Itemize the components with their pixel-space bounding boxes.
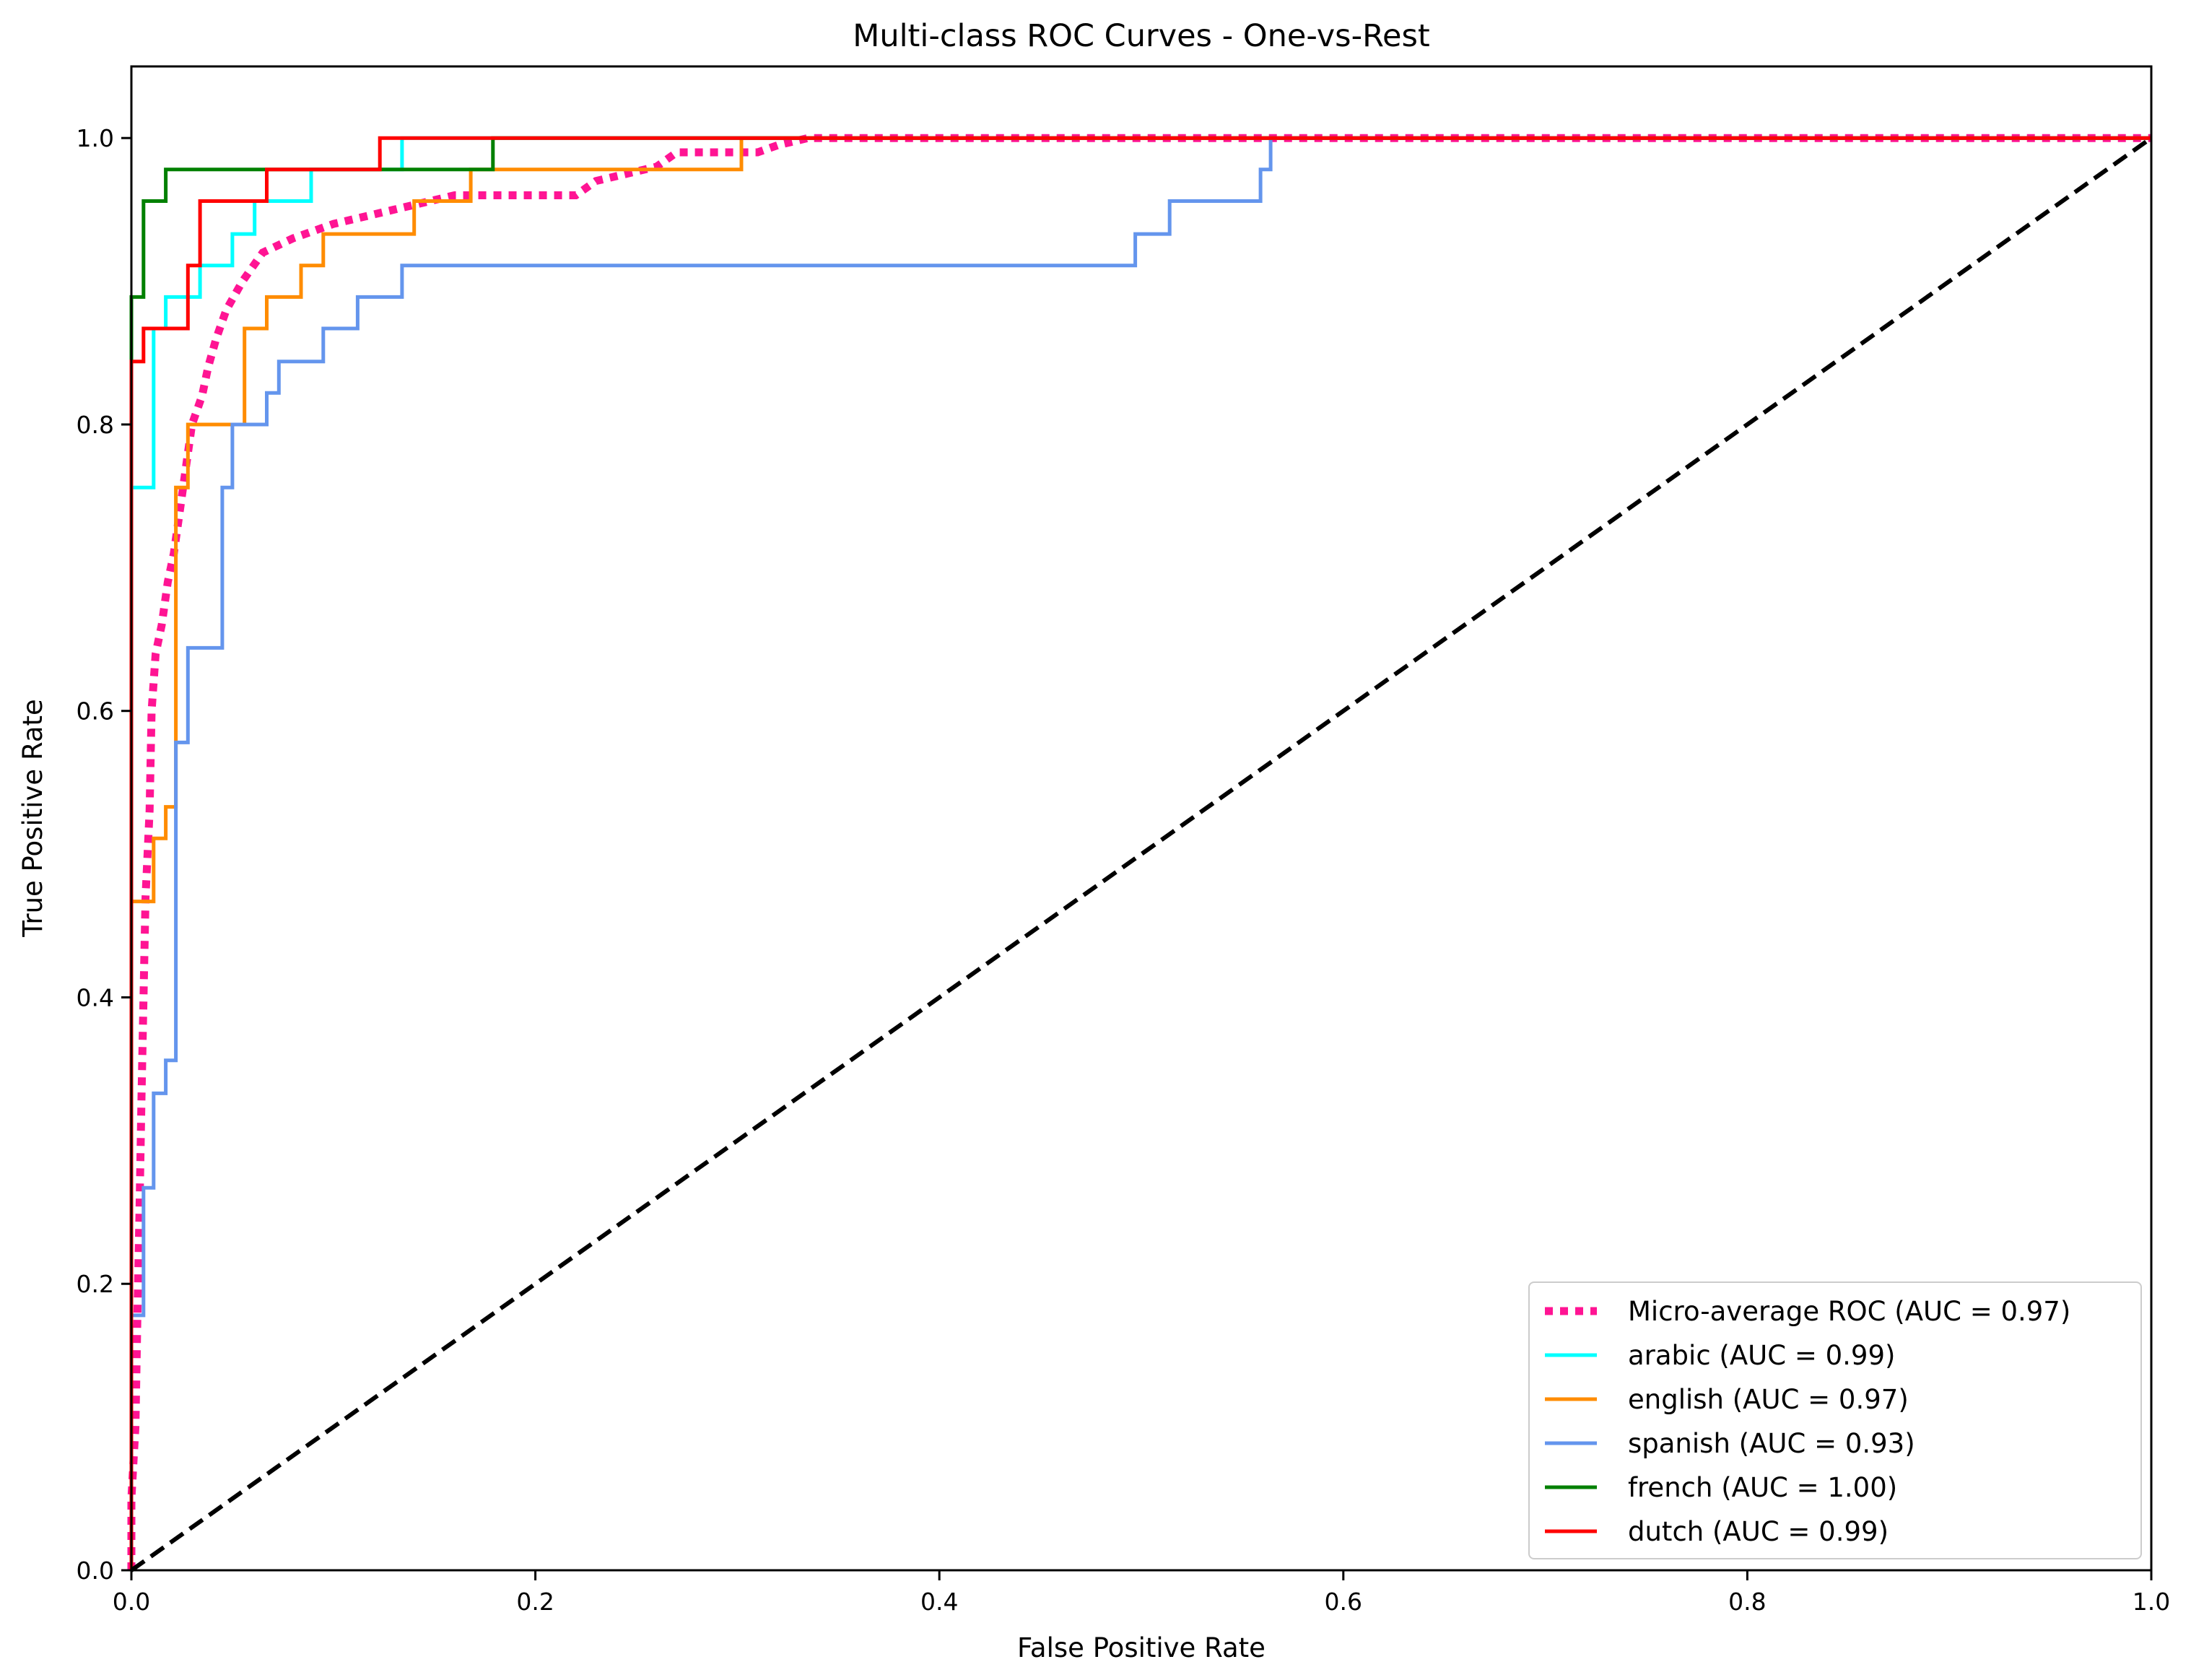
x-tick-label: 1.0 [2133,1588,2170,1616]
chance-line-layer [130,136,2153,1572]
y-tick-label: 0.8 [77,411,114,439]
x-axis-ticks: 0.0 0.2 0.4 0.6 0.8 1.0 [113,1570,2170,1616]
x-tick-label: 0.8 [1728,1588,1766,1616]
chance-line [130,136,2153,1572]
chart-title: Multi-class ROC Curves - One-vs-Rest [853,18,1430,54]
x-tick-label: 0.0 [113,1588,150,1616]
y-axis-ticks: 0.0 0.2 0.4 0.6 0.8 1.0 [77,124,131,1585]
curves-layer [127,134,2151,1570]
legend: Micro-average ROC (AUC = 0.97) arabic (AU… [1528,1281,2142,1559]
legend-box [1528,1281,2142,1559]
series-line-5 [129,136,2151,1570]
legend-label-2: english (AUC = 0.97) [1628,1384,1909,1415]
legend-label-0: Micro-average ROC (AUC = 0.97) [1628,1296,2070,1327]
legend-label-1: arabic (AUC = 0.99) [1628,1340,1895,1371]
legend-label-5: dutch (AUC = 0.99) [1628,1516,1889,1547]
legend-label-3: spanish (AUC = 0.93) [1628,1428,1915,1459]
x-axis-label: False Positive Rate [1017,1632,1266,1663]
y-tick-label: 0.0 [77,1557,114,1585]
series-line-2 [129,136,2151,1570]
legend-label-4: french (AUC = 1.00) [1628,1472,1897,1503]
x-tick-label: 0.4 [920,1588,958,1616]
x-tick-label: 0.6 [1325,1588,1362,1616]
legend-entries: Micro-average ROC (AUC = 0.97) arabic (AU… [1545,1296,2070,1547]
series-line-4 [129,136,2151,1570]
y-tick-label: 0.6 [77,697,114,726]
x-tick-label: 0.2 [516,1588,554,1616]
series-line-3 [129,136,2151,1570]
y-axis-label: True Positive Rate [17,699,48,938]
series-line-0 [127,134,2151,1570]
plot-frame [130,65,2153,1572]
y-tick-label: 1.0 [77,124,114,152]
y-tick-label: 0.4 [77,983,114,1011]
y-tick-label: 0.2 [77,1270,114,1298]
